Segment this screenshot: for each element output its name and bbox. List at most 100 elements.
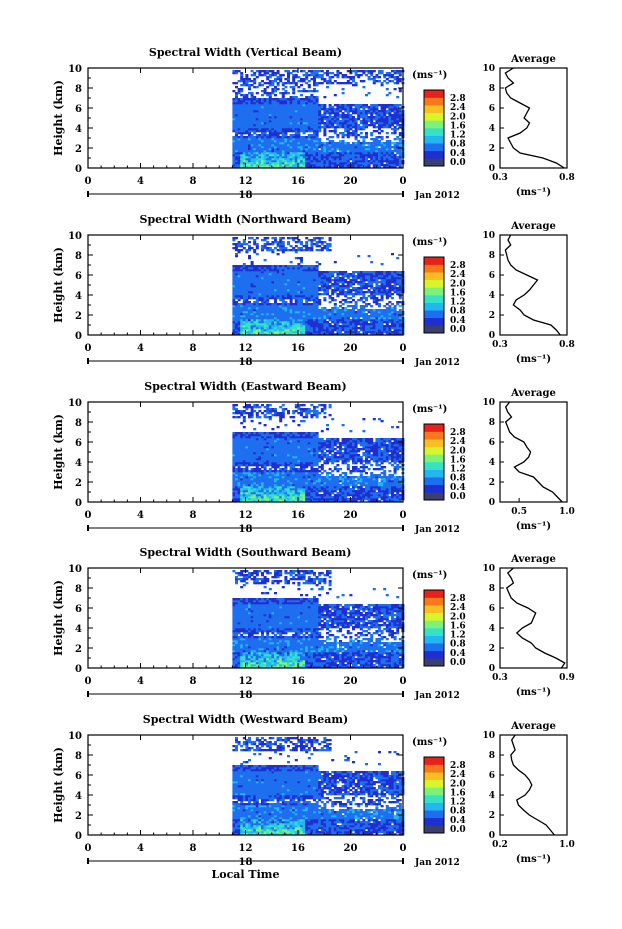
- heatmap-cell: [261, 299, 264, 302]
- heatmap-cell: [235, 293, 238, 296]
- heatmap-cell: [313, 311, 316, 314]
- heatmap-cell: [302, 160, 306, 163]
- heatmap-cell: [302, 110, 306, 113]
- heatmap-cell: [279, 243, 283, 246]
- heatmap-cell: [323, 299, 327, 302]
- heatmap-cell: [344, 134, 348, 137]
- heatmap-cell: [274, 313, 277, 316]
- heatmap-cell: [263, 100, 267, 103]
- heatmap-cell: [235, 416, 238, 419]
- heatmap-cell: [237, 70, 241, 73]
- heatmap-cell: [336, 142, 340, 145]
- heatmap-cell: [261, 90, 264, 93]
- heatmap-cell: [341, 136, 345, 139]
- heatmap-cell: [289, 110, 293, 113]
- heatmap-cell: [258, 331, 262, 334]
- heatmap-cell: [315, 269, 319, 272]
- heatmap-cell: [354, 138, 358, 141]
- heatmap-cell: [281, 134, 285, 137]
- heatmap-cell: [297, 321, 301, 324]
- panel-title: Spectral Width (Vertical Beam): [149, 46, 342, 59]
- heatmap-cell: [266, 76, 270, 79]
- heatmap-cell: [281, 331, 285, 334]
- heatmap-cell: [375, 271, 379, 274]
- heatmap-cell: [245, 331, 249, 334]
- heatmap-cell: [352, 317, 355, 320]
- colorbar-segment: [424, 317, 444, 326]
- heatmap-cell: [320, 70, 324, 73]
- heatmap-cell: [266, 319, 270, 322]
- heatmap-cell: [354, 315, 358, 318]
- heatmap-cell: [281, 104, 285, 107]
- heatmap-cell: [263, 134, 267, 137]
- heatmap-cell: [237, 466, 241, 469]
- heatmap-cell: [268, 150, 272, 153]
- heatmap-cell: [274, 271, 277, 274]
- heatmap-cell: [357, 114, 361, 117]
- heatmap-cell: [250, 311, 254, 314]
- heatmap-cell: [328, 146, 332, 149]
- heatmap-cell: [362, 122, 366, 125]
- heatmap-cell: [248, 106, 251, 109]
- heatmap-cell: [359, 279, 363, 282]
- heatmap-cell: [388, 285, 392, 288]
- heatmap-cell: [328, 162, 332, 165]
- heatmap-cell: [380, 287, 384, 290]
- heatmap-cell: [352, 160, 355, 163]
- heatmap-cell: [294, 146, 298, 149]
- heatmap-cell: [261, 150, 264, 153]
- heatmap-cell: [318, 289, 322, 292]
- heatmap-cell: [258, 146, 262, 149]
- heatmap-cell: [268, 120, 272, 123]
- heatmap-cell: [235, 114, 238, 117]
- heatmap-cell: [258, 74, 262, 77]
- heatmap-cell: [297, 160, 301, 163]
- heatmap-cell: [315, 144, 319, 147]
- heatmap-cell: [284, 311, 288, 314]
- heatmap-cell: [248, 156, 251, 159]
- heatmap-cell: [248, 122, 251, 125]
- heatmap-cell: [242, 144, 246, 147]
- heatmap-cell: [367, 152, 371, 155]
- heatmap-cell: [393, 122, 397, 125]
- heatmap-cell: [383, 291, 387, 294]
- heatmap-cell: [357, 319, 361, 322]
- heatmap-cell: [232, 404, 236, 407]
- heatmap-cell: [380, 285, 384, 288]
- heatmap-cell: [318, 112, 322, 115]
- heatmap-cell: [292, 315, 296, 318]
- heatmap-cell: [370, 273, 374, 276]
- heatmap-cell: [248, 257, 251, 260]
- heatmap-cell: [315, 317, 319, 320]
- heatmap-cell: [346, 283, 350, 286]
- heatmap-cell: [339, 291, 342, 294]
- heatmap-cell: [255, 309, 259, 312]
- heatmap-cell: [320, 331, 324, 334]
- heatmap-cell: [232, 142, 236, 145]
- heatmap-cell: [383, 305, 387, 308]
- heatmap-cell: [378, 317, 381, 320]
- heatmap-cell: [232, 110, 236, 113]
- heatmap-cell: [261, 323, 264, 326]
- heatmap-cell: [263, 247, 267, 250]
- heatmap-cell: [365, 164, 368, 167]
- heatmap-cell: [302, 116, 306, 119]
- heatmap-cell: [323, 146, 327, 149]
- heatmap-cell: [300, 138, 303, 141]
- heatmap-cell: [372, 299, 376, 302]
- heatmap-cell: [245, 327, 249, 330]
- heatmap-cell: [344, 114, 348, 117]
- heatmap-cell: [344, 287, 348, 290]
- heatmap-cell: [274, 301, 277, 304]
- heatmap-cell: [240, 436, 244, 439]
- heatmap-cell: [235, 412, 238, 415]
- heatmap-cell: [359, 152, 363, 155]
- heatmap-cell: [393, 287, 397, 290]
- heatmap-cell: [313, 78, 316, 81]
- heatmap-cell: [292, 150, 296, 153]
- heatmap-cell: [261, 267, 264, 270]
- heatmap-cell: [261, 110, 264, 113]
- heatmap-cell: [383, 106, 387, 109]
- heatmap-cell: [235, 136, 238, 139]
- heatmap-cell: [383, 110, 387, 113]
